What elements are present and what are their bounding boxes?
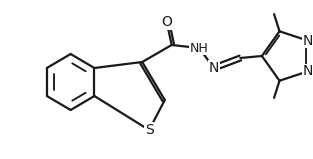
Text: O: O (161, 15, 172, 29)
Text: N: N (303, 64, 313, 78)
Text: S: S (145, 123, 153, 137)
Text: N: N (209, 61, 219, 75)
Text: NH: NH (190, 41, 208, 55)
Text: N: N (303, 34, 313, 48)
